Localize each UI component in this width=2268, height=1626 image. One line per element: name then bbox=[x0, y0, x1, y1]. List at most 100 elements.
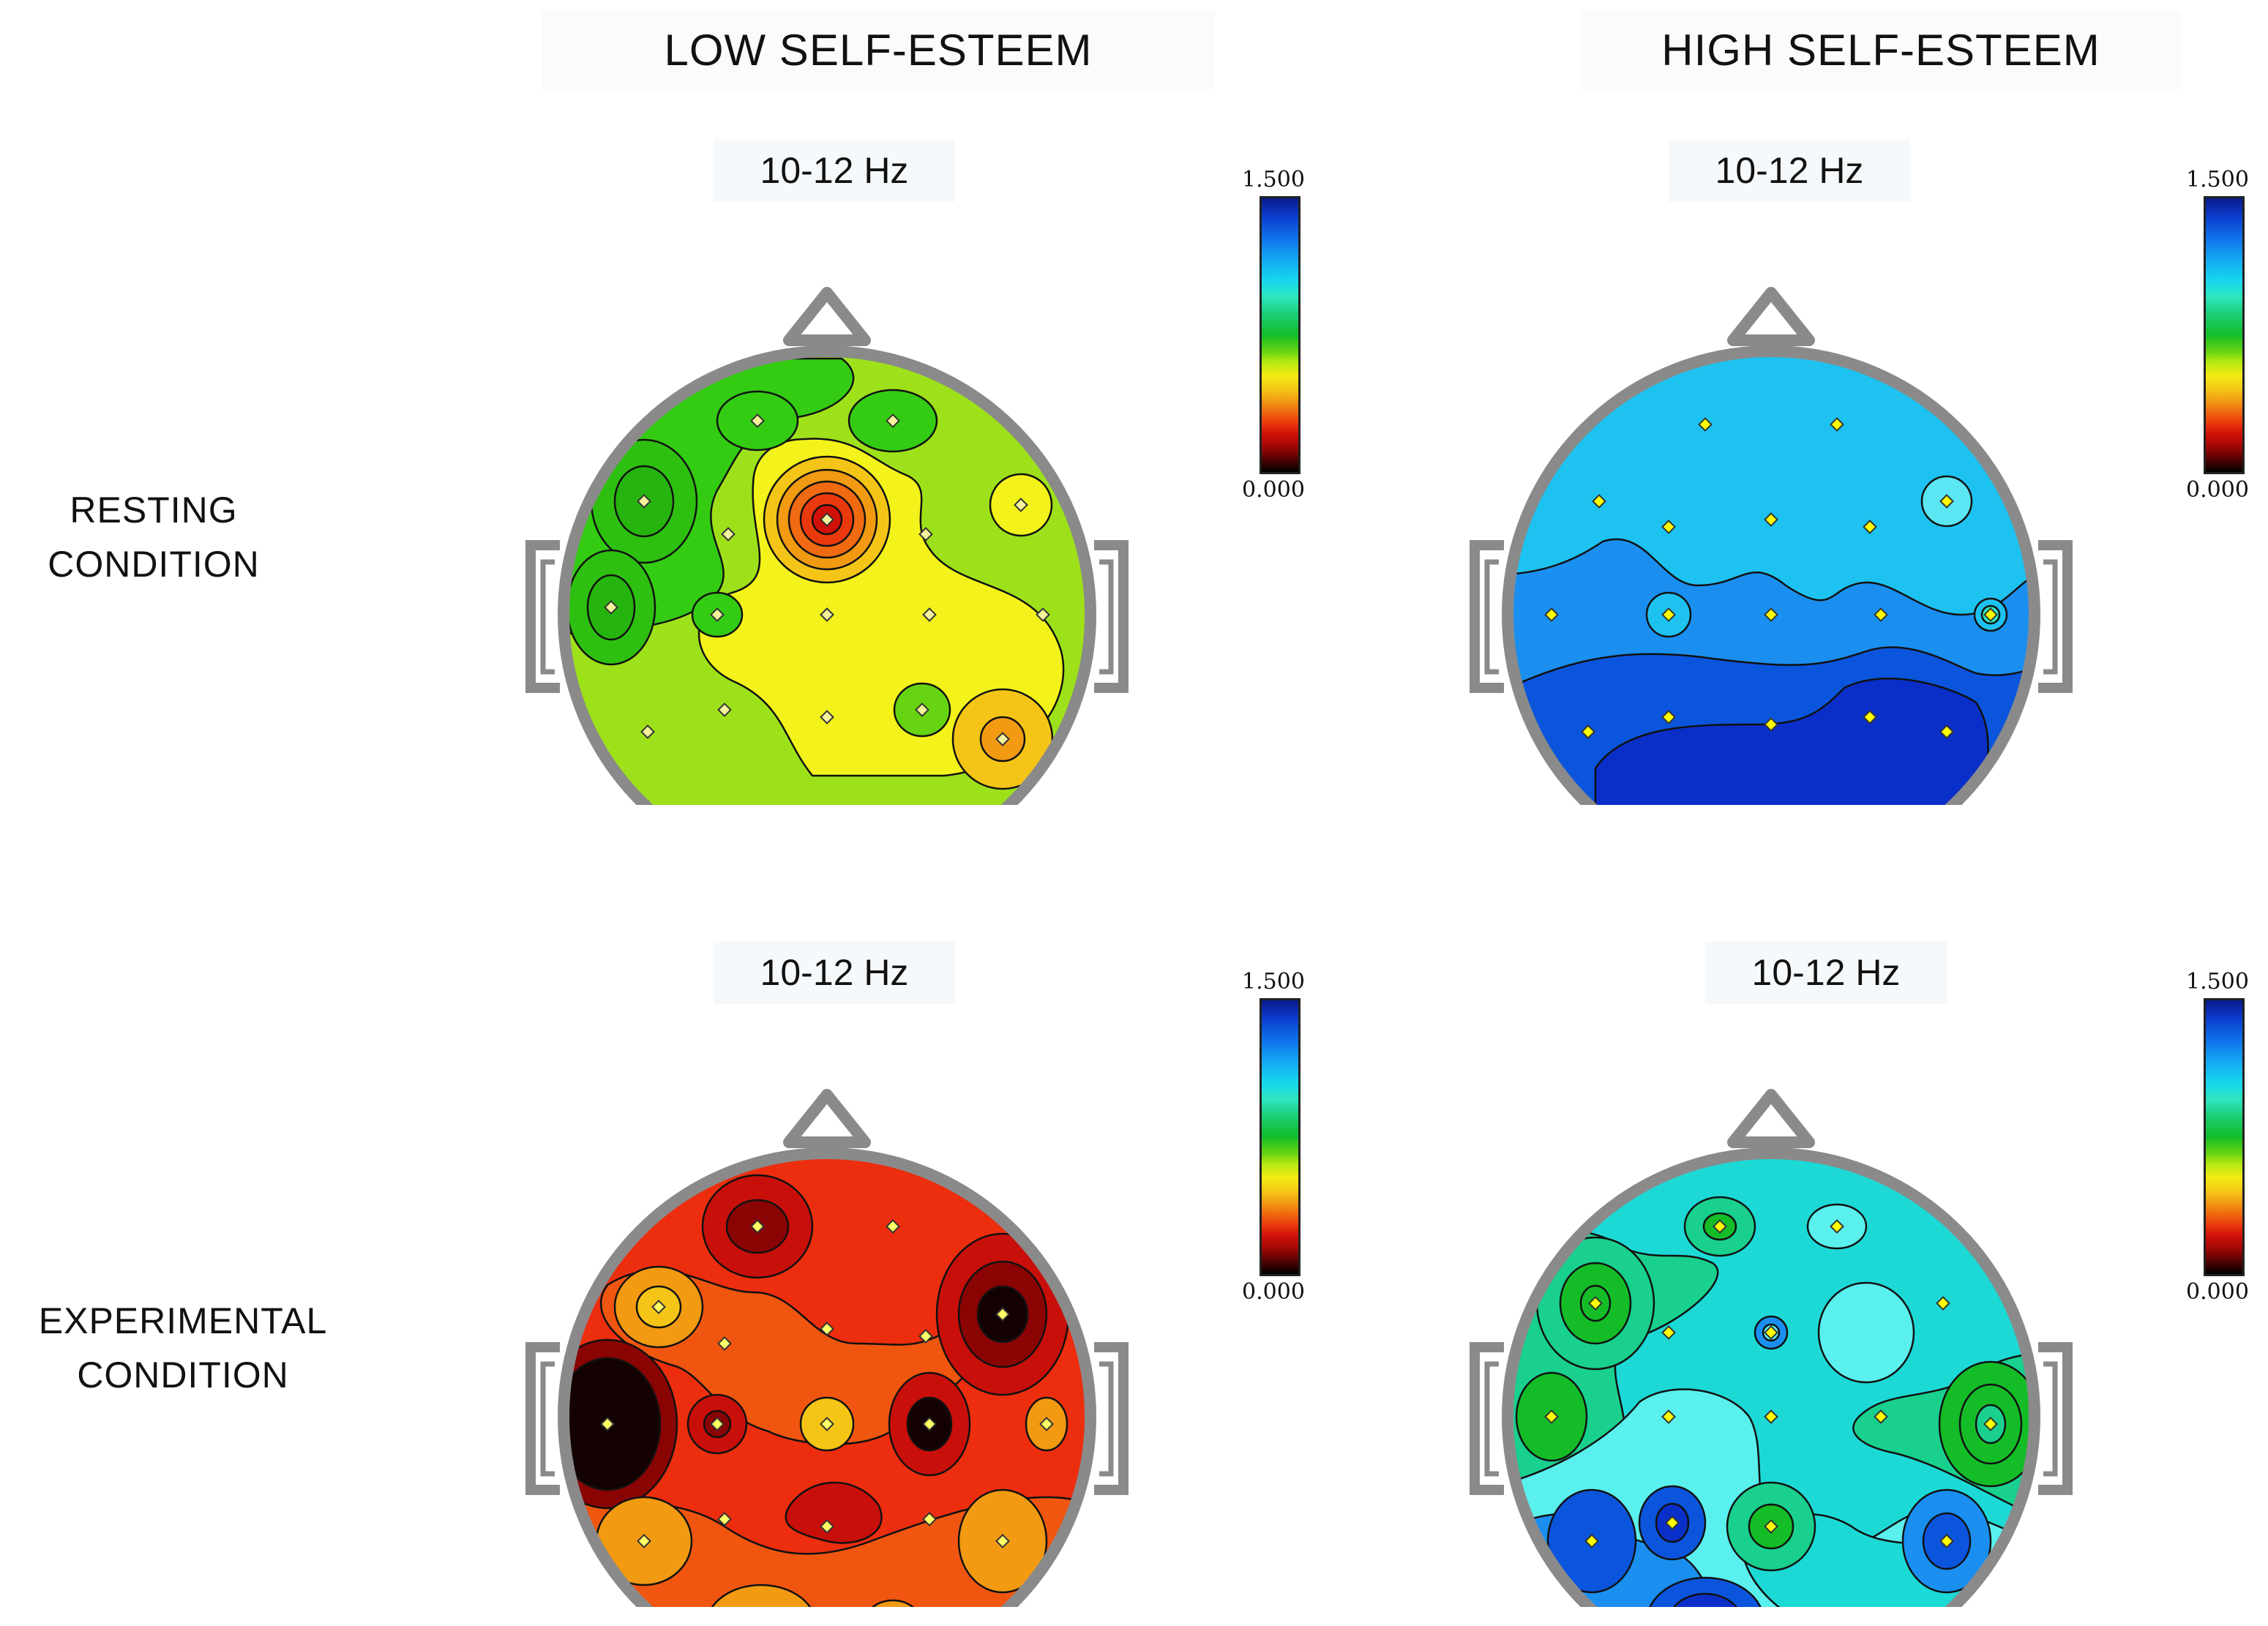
electrode-marker bbox=[1983, 607, 1998, 622]
freq-label-high-experimental: 10-12 Hz bbox=[1705, 941, 1947, 1004]
row-label-experimental: EXPERIMENTAL CONDITION bbox=[22, 1294, 344, 1402]
contour-ring bbox=[1645, 1576, 1765, 1607]
color-scale-bar bbox=[2204, 998, 2245, 1276]
electrode-marker bbox=[1939, 494, 1954, 509]
electrode-marker bbox=[915, 703, 929, 717]
row-label-resting: RESTING CONDITION bbox=[0, 483, 307, 591]
electrode-marker bbox=[750, 413, 765, 428]
row-label-resting-line2: CONDITION bbox=[48, 544, 260, 585]
electrode-marker bbox=[995, 1307, 1010, 1322]
electrode-marker bbox=[1863, 710, 1877, 724]
head-outline bbox=[1502, 345, 2040, 805]
contour-ring bbox=[862, 1599, 924, 1607]
electrode-marker bbox=[1713, 1219, 1727, 1234]
right-ear bbox=[2038, 540, 2073, 693]
electrode-marker bbox=[886, 1219, 900, 1234]
electrode-marker bbox=[1661, 607, 1676, 622]
electrodes bbox=[1544, 1219, 1998, 1548]
scale-max-label: 1.500 bbox=[1242, 167, 1305, 192]
electrode-marker bbox=[637, 1534, 651, 1548]
electrode-marker bbox=[820, 1519, 834, 1534]
scale-min-label: 0.000 bbox=[1242, 477, 1305, 503]
electrode-marker bbox=[1764, 717, 1778, 732]
electrode-marker bbox=[1936, 1296, 1950, 1311]
electrode-marker bbox=[1039, 1417, 1054, 1431]
scale-max-label: 1.500 bbox=[1242, 969, 1305, 994]
electrode-marker bbox=[1661, 1325, 1676, 1340]
electrode-marker bbox=[1939, 724, 1954, 739]
header-low-self-esteem: LOW SELF-ESTEEM bbox=[542, 10, 1215, 89]
contour-ring bbox=[1817, 1281, 1915, 1384]
electrode-marker bbox=[750, 1219, 765, 1234]
electrode-marker bbox=[717, 703, 732, 717]
right-ear bbox=[1094, 1342, 1129, 1495]
color-scale-bar bbox=[2204, 196, 2245, 474]
nose bbox=[783, 287, 871, 346]
electrode-marker bbox=[710, 607, 725, 622]
right-ear-inner bbox=[1099, 559, 1114, 675]
freq-label-high-resting: 10-12 Hz bbox=[1669, 139, 1910, 202]
right-ear-inner bbox=[1099, 1361, 1114, 1477]
electrode-marker bbox=[1544, 1409, 1559, 1424]
head-outline bbox=[558, 345, 1096, 805]
scale-min-label: 0.000 bbox=[1242, 1279, 1305, 1305]
electrode-marker bbox=[820, 607, 834, 622]
contour-ring bbox=[705, 1584, 817, 1607]
electrode-marker bbox=[995, 732, 1010, 746]
head-outline bbox=[558, 1147, 1096, 1607]
electrode-marker bbox=[995, 1534, 1010, 1548]
electrode-marker bbox=[721, 527, 736, 542]
nose bbox=[1727, 287, 1815, 346]
head-map-high-resting bbox=[1470, 287, 2073, 805]
color-scale-top-right: 1.500 0.000 bbox=[2177, 167, 2258, 511]
color-scale-bottom-right: 1.500 0.000 bbox=[2177, 969, 2258, 1313]
row-label-experimental-line1: EXPERIMENTAL bbox=[38, 1300, 328, 1341]
electrode-marker bbox=[710, 1417, 725, 1431]
header-high-self-esteem: HIGH SELF-ESTEEM bbox=[1581, 10, 2181, 89]
electrode-marker bbox=[600, 1417, 615, 1431]
contour-region bbox=[785, 1481, 883, 1544]
electrode-marker bbox=[1764, 512, 1778, 527]
row-label-resting-line1: RESTING bbox=[70, 490, 238, 531]
electrode-marker bbox=[820, 1417, 834, 1431]
electrode-marker bbox=[922, 1417, 937, 1431]
color-scale-top-left: 1.500 0.000 bbox=[1233, 167, 1314, 511]
contour-region bbox=[1594, 678, 1989, 805]
electrode-marker bbox=[820, 710, 834, 724]
electrode-marker bbox=[1764, 1325, 1778, 1340]
head-outline bbox=[1502, 1147, 2040, 1607]
scale-max-label: 1.500 bbox=[2186, 969, 2249, 994]
left-ear-inner bbox=[1484, 559, 1499, 675]
right-ear bbox=[1094, 540, 1129, 693]
electrode-marker bbox=[820, 512, 834, 527]
electrode-marker bbox=[1592, 494, 1606, 509]
electrode-marker bbox=[651, 1300, 666, 1314]
freq-label-low-experimental: 10-12 Hz bbox=[714, 941, 955, 1004]
freq-label-low-resting: 10-12 Hz bbox=[714, 139, 955, 202]
left-ear-inner bbox=[1484, 1361, 1499, 1477]
left-ear-inner bbox=[540, 1361, 555, 1477]
scale-min-label: 0.000 bbox=[2186, 1279, 2249, 1305]
electrode-marker bbox=[918, 1329, 933, 1344]
left-ear bbox=[525, 1342, 560, 1495]
electrode-marker bbox=[1661, 710, 1676, 724]
electrode-marker bbox=[1874, 1409, 1888, 1424]
electrodes bbox=[604, 413, 1050, 746]
electrode-marker bbox=[604, 600, 618, 615]
color-scale-bar bbox=[1260, 998, 1300, 1276]
electrode-marker bbox=[1830, 1219, 1844, 1234]
right-ear-inner bbox=[2043, 1361, 2058, 1477]
electrode-marker bbox=[717, 1336, 732, 1351]
left-ear bbox=[1470, 1342, 1504, 1495]
right-ear bbox=[2038, 1342, 2073, 1495]
head-map-high-experimental bbox=[1470, 1089, 2073, 1607]
electrode-marker bbox=[1764, 1519, 1778, 1534]
electrode-marker bbox=[922, 1512, 937, 1526]
electrode-marker bbox=[1661, 1409, 1676, 1424]
right-ear-inner bbox=[2043, 559, 2058, 675]
electrode-marker bbox=[1036, 607, 1050, 622]
electrode-marker bbox=[637, 494, 651, 509]
electrode-marker bbox=[922, 607, 937, 622]
electrode-marker bbox=[1014, 498, 1028, 512]
electrode-marker bbox=[1830, 417, 1844, 432]
